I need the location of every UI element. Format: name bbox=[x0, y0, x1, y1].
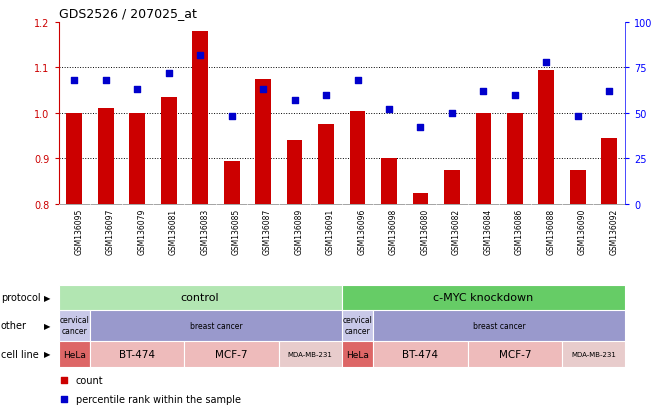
Bar bbox=[444, 170, 460, 204]
Bar bbox=[59, 285, 342, 310]
Text: GSM136080: GSM136080 bbox=[421, 209, 430, 254]
Bar bbox=[130, 114, 145, 204]
Point bbox=[163, 70, 174, 77]
Text: breast cancer: breast cancer bbox=[189, 321, 242, 330]
Text: GSM136079: GSM136079 bbox=[137, 209, 146, 255]
Text: MDA-MB-231: MDA-MB-231 bbox=[571, 351, 616, 357]
Text: GSM136086: GSM136086 bbox=[515, 209, 524, 254]
Point bbox=[383, 107, 394, 113]
Text: GSM136090: GSM136090 bbox=[577, 209, 587, 255]
Bar bbox=[475, 114, 492, 204]
Bar bbox=[507, 114, 523, 204]
Point bbox=[289, 97, 299, 104]
Text: other: other bbox=[1, 320, 27, 330]
Bar bbox=[59, 341, 90, 368]
Bar bbox=[342, 285, 625, 310]
Point bbox=[541, 59, 551, 66]
Text: ▶: ▶ bbox=[44, 350, 51, 358]
Point bbox=[321, 92, 331, 99]
Text: HeLa: HeLa bbox=[346, 350, 369, 358]
Text: control: control bbox=[181, 292, 219, 302]
Bar bbox=[184, 341, 279, 368]
Bar bbox=[286, 141, 303, 204]
Text: protocol: protocol bbox=[1, 292, 40, 302]
Point bbox=[415, 125, 426, 131]
Point bbox=[59, 377, 70, 383]
Bar bbox=[413, 193, 428, 204]
Bar bbox=[90, 341, 184, 368]
Text: GSM136085: GSM136085 bbox=[232, 209, 241, 254]
Text: count: count bbox=[76, 375, 104, 385]
Text: cervical
cancer: cervical cancer bbox=[342, 316, 372, 335]
Text: GSM136081: GSM136081 bbox=[169, 209, 178, 254]
Text: BT-474: BT-474 bbox=[119, 349, 155, 359]
Text: BT-474: BT-474 bbox=[402, 349, 438, 359]
Text: MDA-MB-231: MDA-MB-231 bbox=[288, 351, 333, 357]
Text: GSM136095: GSM136095 bbox=[74, 209, 83, 255]
Bar bbox=[255, 79, 271, 204]
Bar bbox=[373, 341, 467, 368]
Point bbox=[227, 114, 237, 121]
Text: breast cancer: breast cancer bbox=[473, 321, 525, 330]
Bar bbox=[224, 161, 240, 204]
Text: c-MYC knockdown: c-MYC knockdown bbox=[434, 292, 533, 302]
Text: GSM136097: GSM136097 bbox=[105, 209, 115, 255]
Bar bbox=[342, 310, 373, 341]
Bar bbox=[318, 125, 334, 204]
Text: GSM136096: GSM136096 bbox=[357, 209, 367, 255]
Bar bbox=[373, 310, 625, 341]
Text: GSM136091: GSM136091 bbox=[326, 209, 335, 254]
Text: ▶: ▶ bbox=[44, 293, 51, 302]
Bar bbox=[66, 114, 82, 204]
Point bbox=[447, 110, 457, 117]
Text: MCF-7: MCF-7 bbox=[499, 349, 531, 359]
Text: percentile rank within the sample: percentile rank within the sample bbox=[76, 394, 241, 404]
Point bbox=[59, 395, 70, 402]
Point bbox=[132, 87, 143, 93]
Bar bbox=[381, 159, 397, 204]
Bar bbox=[350, 111, 365, 204]
Bar bbox=[90, 310, 342, 341]
Point bbox=[69, 78, 79, 84]
Bar bbox=[279, 341, 342, 368]
Point bbox=[352, 78, 363, 84]
Bar bbox=[342, 341, 373, 368]
Bar bbox=[570, 170, 586, 204]
Text: HeLa: HeLa bbox=[63, 350, 86, 358]
Point bbox=[478, 88, 488, 95]
Text: MCF-7: MCF-7 bbox=[215, 349, 248, 359]
Text: ▶: ▶ bbox=[44, 321, 51, 330]
Bar bbox=[602, 138, 617, 204]
Point bbox=[510, 92, 520, 99]
Text: GSM136082: GSM136082 bbox=[452, 209, 461, 254]
Point bbox=[100, 78, 111, 84]
Text: GSM136083: GSM136083 bbox=[200, 209, 209, 254]
Bar bbox=[192, 32, 208, 204]
Bar bbox=[98, 109, 114, 204]
Point bbox=[604, 88, 615, 95]
Text: GSM136092: GSM136092 bbox=[609, 209, 618, 254]
Text: GDS2526 / 207025_at: GDS2526 / 207025_at bbox=[59, 7, 197, 20]
Point bbox=[195, 52, 205, 59]
Bar bbox=[161, 97, 176, 204]
Point bbox=[572, 114, 583, 121]
Text: cervical
cancer: cervical cancer bbox=[59, 316, 89, 335]
Bar bbox=[59, 310, 90, 341]
Text: GSM136084: GSM136084 bbox=[483, 209, 492, 254]
Bar bbox=[562, 341, 625, 368]
Point bbox=[258, 87, 268, 93]
Text: GSM136088: GSM136088 bbox=[546, 209, 555, 254]
Bar bbox=[467, 341, 562, 368]
Text: cell line: cell line bbox=[1, 349, 38, 359]
Text: GSM136098: GSM136098 bbox=[389, 209, 398, 254]
Text: GSM136087: GSM136087 bbox=[263, 209, 272, 254]
Bar bbox=[538, 70, 554, 204]
Text: GSM136089: GSM136089 bbox=[294, 209, 303, 254]
